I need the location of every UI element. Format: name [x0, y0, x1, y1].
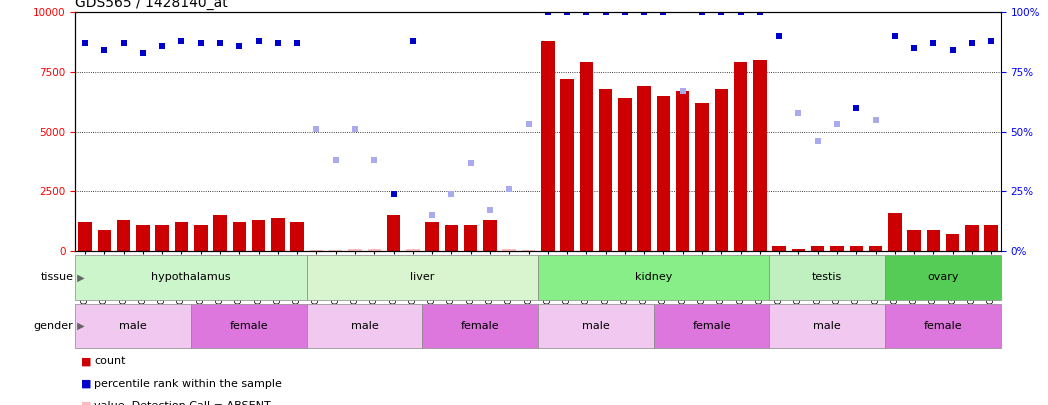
- Bar: [984, 225, 998, 251]
- Text: ▶: ▶: [74, 321, 85, 331]
- Text: liver: liver: [410, 273, 435, 282]
- Bar: [769, 304, 886, 348]
- Bar: [695, 103, 708, 251]
- Text: GDS565 / 1428140_at: GDS565 / 1428140_at: [75, 0, 228, 10]
- Bar: [368, 249, 381, 251]
- Text: value, Detection Call = ABSENT: value, Detection Call = ABSENT: [94, 401, 271, 405]
- Text: male: male: [119, 321, 147, 331]
- Bar: [233, 222, 246, 251]
- Bar: [483, 220, 497, 251]
- Bar: [425, 222, 439, 251]
- Bar: [538, 255, 769, 300]
- Bar: [271, 217, 285, 251]
- Text: ■: ■: [81, 356, 91, 367]
- Bar: [175, 222, 189, 251]
- Bar: [772, 246, 786, 251]
- Text: gender: gender: [34, 321, 73, 331]
- Bar: [811, 246, 825, 251]
- Bar: [444, 225, 458, 251]
- Bar: [886, 304, 1001, 348]
- Text: male: male: [582, 321, 610, 331]
- Bar: [886, 255, 1001, 300]
- Bar: [136, 225, 150, 251]
- Text: testis: testis: [812, 273, 843, 282]
- Text: count: count: [94, 356, 126, 367]
- Bar: [598, 89, 612, 251]
- Text: female: female: [461, 321, 500, 331]
- Bar: [502, 249, 516, 251]
- Bar: [307, 304, 422, 348]
- Bar: [117, 220, 130, 251]
- Text: hypothalamus: hypothalamus: [151, 273, 231, 282]
- Bar: [310, 249, 323, 251]
- Bar: [654, 304, 769, 348]
- Bar: [252, 220, 265, 251]
- Text: percentile rank within the sample: percentile rank within the sample: [94, 379, 282, 389]
- Bar: [155, 225, 169, 251]
- Bar: [580, 62, 593, 251]
- Bar: [715, 89, 728, 251]
- Bar: [830, 246, 844, 251]
- Text: female: female: [693, 321, 730, 331]
- Bar: [888, 213, 901, 251]
- Text: ovary: ovary: [927, 273, 959, 282]
- Bar: [850, 246, 863, 251]
- Bar: [75, 255, 307, 300]
- Bar: [769, 255, 886, 300]
- Bar: [791, 249, 805, 251]
- Bar: [637, 86, 651, 251]
- Text: male: male: [351, 321, 378, 331]
- Bar: [908, 230, 921, 251]
- Bar: [657, 96, 671, 251]
- Bar: [191, 304, 307, 348]
- Bar: [75, 304, 191, 348]
- Bar: [541, 41, 554, 251]
- Bar: [869, 246, 882, 251]
- Bar: [522, 249, 536, 251]
- Bar: [406, 249, 419, 251]
- Bar: [965, 225, 979, 251]
- Bar: [387, 215, 400, 251]
- Bar: [307, 255, 538, 300]
- Text: female: female: [230, 321, 268, 331]
- Bar: [290, 222, 304, 251]
- Bar: [348, 249, 362, 251]
- Bar: [329, 249, 343, 251]
- Text: ■: ■: [81, 401, 91, 405]
- Text: ■: ■: [81, 379, 91, 389]
- Bar: [946, 234, 959, 251]
- Bar: [676, 91, 690, 251]
- Bar: [538, 304, 654, 348]
- Bar: [97, 230, 111, 251]
- Bar: [926, 230, 940, 251]
- Bar: [464, 225, 478, 251]
- Bar: [214, 215, 226, 251]
- Bar: [561, 79, 574, 251]
- Bar: [618, 98, 632, 251]
- Bar: [422, 304, 538, 348]
- Text: male: male: [813, 321, 842, 331]
- Bar: [79, 222, 92, 251]
- Bar: [754, 60, 766, 251]
- Bar: [734, 62, 747, 251]
- Text: tissue: tissue: [41, 273, 73, 282]
- Text: ▶: ▶: [74, 273, 85, 282]
- Bar: [194, 225, 208, 251]
- Text: kidney: kidney: [635, 273, 673, 282]
- Text: female: female: [923, 321, 962, 331]
